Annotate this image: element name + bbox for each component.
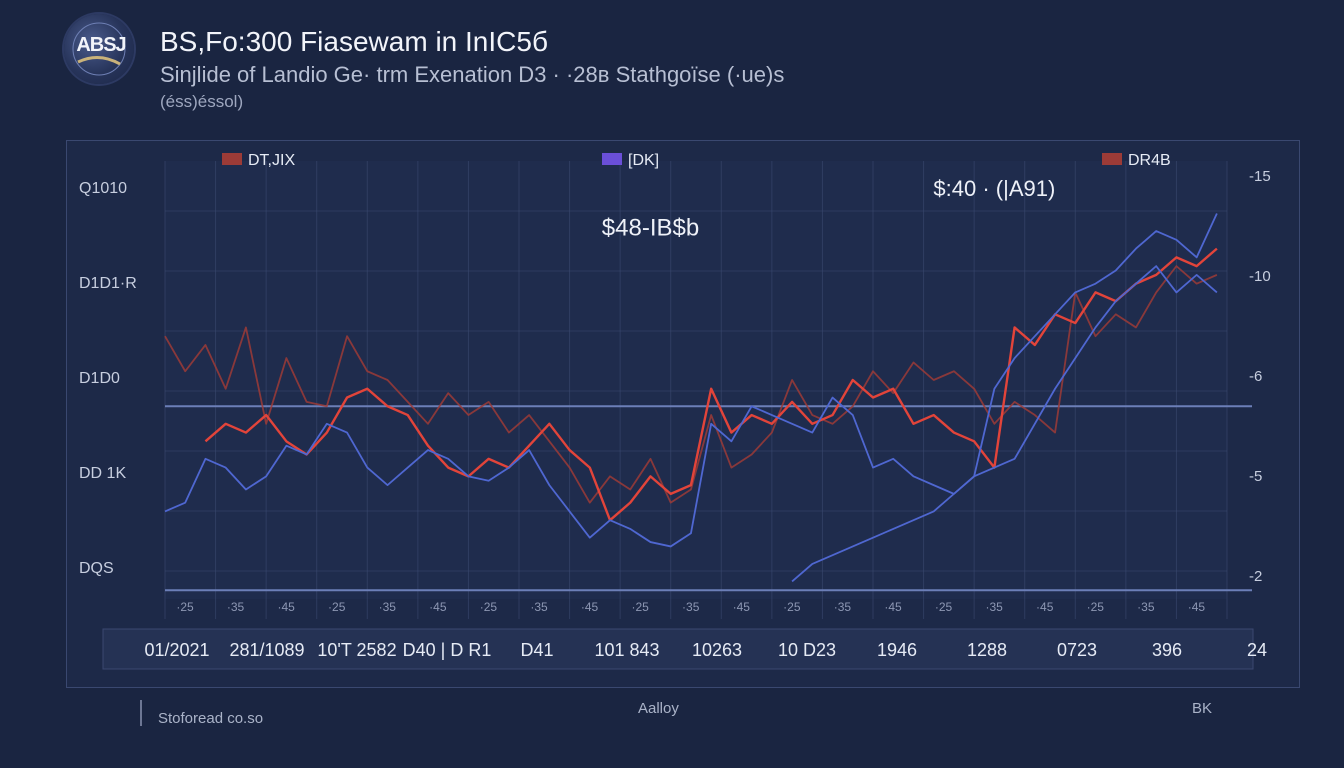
x-minor-tick-label: ·45 [1036, 600, 1054, 614]
legend-item-3: DR4B [1102, 152, 1171, 169]
legend-swatch [222, 153, 242, 165]
legend-swatch [602, 153, 622, 165]
x-minor-tick-label: ·45 [884, 600, 902, 614]
legend-label: DT,JIX [248, 152, 295, 169]
chart-annotation: $:40 · (|A91) [933, 176, 1055, 201]
x-tick-label: 1288 [967, 640, 1007, 660]
page-title: BS,Fo:300 Fiasewam in InIC5б [160, 26, 548, 57]
x-minor-tick-label: ·35 [227, 600, 245, 614]
line-chart: DT,JIX [DK] DR4B $48-IB$b $:40 · (|A91) Q1010… [79, 152, 1271, 670]
legend-label: [DK] [628, 152, 659, 169]
x-minor-tick-label: ·35 [985, 600, 1003, 614]
x-minor-tick-label: ·45 [429, 600, 447, 614]
legend-item-1: DT,JIX [222, 152, 295, 169]
x-minor-tick-label: ·45 [581, 600, 599, 614]
plot-area [165, 161, 1227, 599]
y-tick-label-left: D1D1·R [79, 275, 137, 292]
x-minor-tick-label: ·45 [277, 600, 295, 614]
x-tick-label: 281/1089 [229, 640, 304, 660]
x-minor-tick-label: ·25 [935, 600, 953, 614]
chart-panel: DT,JIX [DK] DR4B $48-IB$b $:40 · (|A91) Q1010… [66, 140, 1300, 688]
brand-logo: ABSJ [64, 14, 134, 84]
x-minor-tick-label: ·35 [379, 600, 397, 614]
y-tick-label-right: -10 [1249, 268, 1271, 285]
x-tick-label: 101 843 [594, 640, 659, 660]
x-tick-label: 01/2021 [144, 640, 209, 660]
y-tick-label-left: D1D0 [79, 370, 120, 387]
x-minor-tick-label: ·25 [631, 600, 649, 614]
x-minor-tick-label: ·35 [682, 600, 700, 614]
legend-swatch [1102, 153, 1122, 165]
legend-label: DR4B [1128, 152, 1171, 169]
x-minor-tick-label: ·45 [1188, 600, 1206, 614]
x-tick-label: 396 [1152, 640, 1182, 660]
x-minor-tick-label: ·25 [783, 600, 801, 614]
x-minor-tick-label: ·45 [733, 600, 751, 614]
y-tick-label-right: -15 [1249, 168, 1271, 185]
series-line-2 [204, 247, 1218, 522]
page-subtitle: Sinjlide of Landio Ge· trm Exenation D3 … [160, 62, 785, 87]
x-tick-label: 0723 [1057, 640, 1097, 660]
source-credit: Stoforead co.so [158, 710, 264, 727]
x-minor-tick-label: ·35 [834, 600, 852, 614]
x-minor-tick-label: ·35 [1137, 600, 1155, 614]
page-note: (éss)éssol) [160, 92, 244, 111]
chart-annotation: $48-IB$b [602, 214, 699, 241]
x-minor-tick-label: ·35 [530, 600, 548, 614]
series-line-3 [164, 213, 1218, 548]
series-line-4 [791, 265, 1218, 583]
x-tick-label: 24 [1247, 640, 1267, 660]
y-tick-label-right: -2 [1249, 568, 1262, 585]
x-minor-tick-label: ·25 [328, 600, 346, 614]
x-tick-label: 10'T 2582 [317, 640, 396, 660]
y-tick-label-left: Q1010 [79, 180, 127, 197]
x-minor-tick-label: ·25 [1087, 600, 1105, 614]
corner-label: BK [1192, 700, 1213, 717]
legend-item-2: [DK] [602, 152, 659, 169]
globe-icon [72, 22, 126, 76]
x-tick-label: D40 | D R1 [403, 640, 492, 660]
x-tick-label: D41 [520, 640, 553, 660]
y-tick-label-right: -5 [1249, 468, 1262, 485]
x-tick-label: 10 D23 [778, 640, 836, 660]
x-minor-tick-label: ·25 [480, 600, 498, 614]
x-minor-tick-label: ·25 [176, 600, 194, 614]
y-tick-label-right: -6 [1249, 368, 1262, 385]
x-axis-band [102, 628, 1254, 670]
x-tick-label: 1946 [877, 640, 917, 660]
y-tick-label-left: DD 1K [79, 465, 126, 482]
x-tick-label: 10263 [692, 640, 742, 660]
series-line-1 [164, 265, 1218, 504]
x-axis-title: Aalloy [638, 700, 679, 717]
source-divider [140, 700, 142, 726]
logo-text: ABSJ [76, 34, 126, 56]
y-tick-label-left: DQS [79, 560, 114, 577]
